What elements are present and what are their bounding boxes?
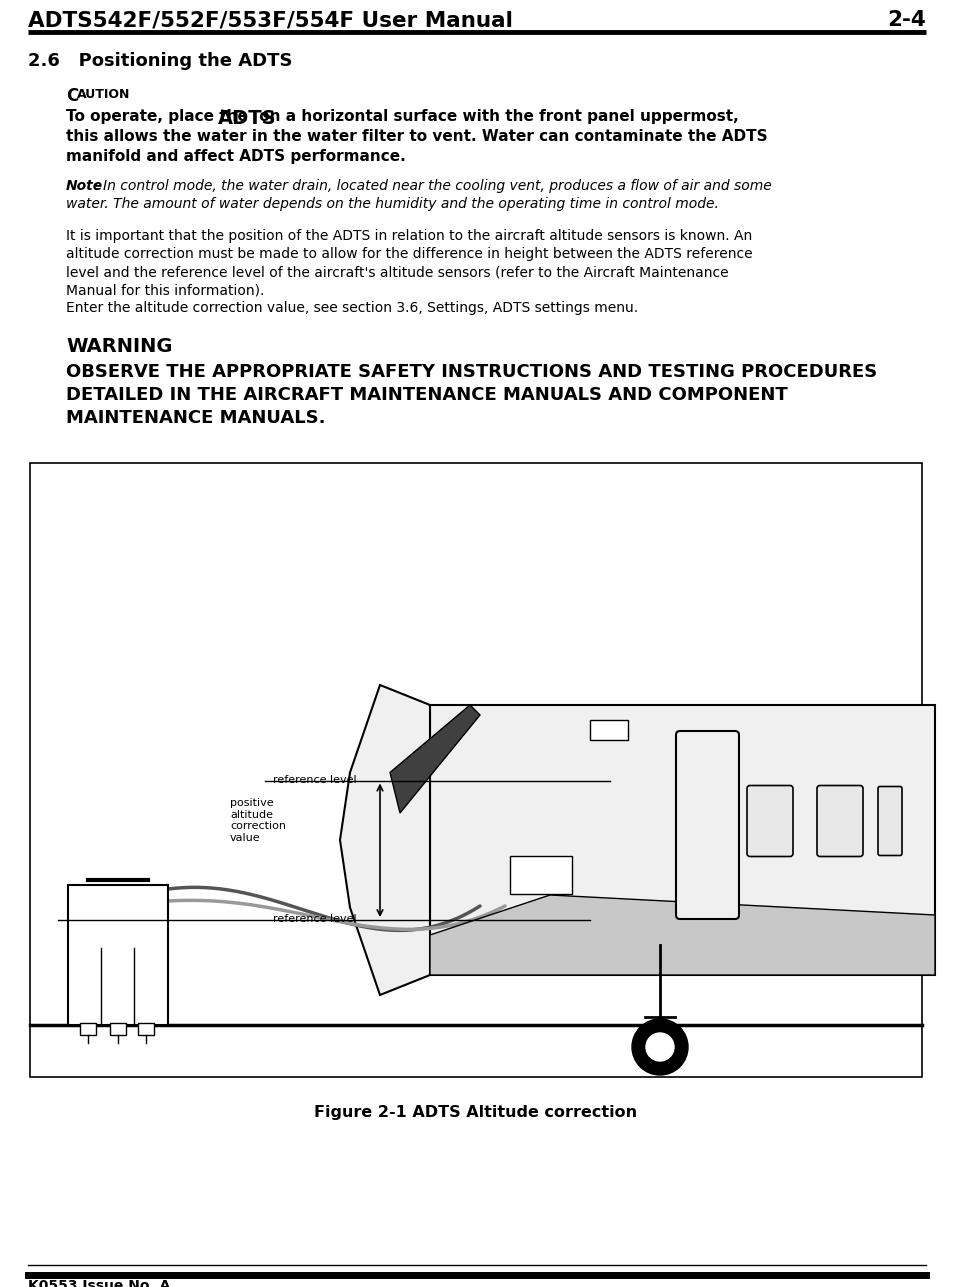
Text: K0553 Issue No. A: K0553 Issue No. A: [28, 1279, 171, 1287]
Text: level and the reference level of the aircraft's altitude sensors (refer to the A: level and the reference level of the air…: [66, 265, 728, 279]
Text: on a horizontal surface with the front panel uppermost,: on a horizontal surface with the front p…: [253, 109, 738, 124]
FancyBboxPatch shape: [746, 785, 792, 857]
Text: inst: inst: [599, 725, 618, 735]
Polygon shape: [430, 705, 934, 976]
Text: positive
altitude
correction
value: positive altitude correction value: [230, 798, 286, 843]
Text: OBSERVE THE APPROPRIATE SAFETY INSTRUCTIONS AND TESTING PROCEDURES: OBSERVE THE APPROPRIATE SAFETY INSTRUCTI…: [66, 363, 877, 381]
Text: 2.6   Positioning the ADTS: 2.6 Positioning the ADTS: [28, 51, 293, 69]
Text: manifold and affect ADTS performance.: manifold and affect ADTS performance.: [66, 149, 405, 163]
Bar: [30, 463, 921, 1077]
FancyBboxPatch shape: [816, 785, 862, 857]
Polygon shape: [390, 705, 479, 813]
Bar: [80, 1023, 96, 1035]
Text: water. The amount of water depends on the humidity and the operating time in con: water. The amount of water depends on th…: [66, 197, 719, 211]
Text: It is important that the position of the ADTS in relation to the aircraft altitu: It is important that the position of the…: [66, 229, 752, 243]
Text: Note: Note: [66, 179, 103, 193]
Bar: [138, 1023, 153, 1035]
Text: reference level: reference level: [273, 914, 356, 924]
Text: MAINTENANCE MANUALS.: MAINTENANCE MANUALS.: [66, 409, 325, 427]
Bar: [110, 1023, 126, 1035]
Text: DETAILED IN THE AIRCRAFT MAINTENANCE MANUALS AND COMPONENT: DETAILED IN THE AIRCRAFT MAINTENANCE MAN…: [66, 386, 787, 404]
Polygon shape: [430, 894, 934, 976]
FancyBboxPatch shape: [877, 786, 901, 856]
Text: C: C: [66, 88, 78, 106]
Text: AIR DATA
COMPUTER: AIR DATA COMPUTER: [519, 864, 561, 883]
Text: altitude correction must be made to allow for the difference in height between t: altitude correction must be made to allo…: [66, 247, 752, 261]
Text: Manual for this information).: Manual for this information).: [66, 283, 264, 297]
Text: reference level: reference level: [273, 775, 356, 785]
Text: Enter the altitude correction value, see section 3.6, Settings, ADTS settings me: Enter the altitude correction value, see…: [66, 301, 638, 315]
Text: To operate, place the: To operate, place the: [66, 109, 253, 124]
Polygon shape: [339, 685, 430, 995]
Text: Figure 2-1 ADTS Altitude correction: Figure 2-1 ADTS Altitude correction: [314, 1106, 637, 1120]
Bar: [510, 856, 572, 894]
Circle shape: [645, 1033, 673, 1060]
Text: : In control mode, the water drain, located near the cooling vent, produces a fl: : In control mode, the water drain, loca…: [94, 179, 771, 193]
Text: 2-4: 2-4: [886, 10, 925, 30]
Text: WARNING: WARNING: [66, 337, 172, 356]
Bar: [68, 885, 168, 1024]
Circle shape: [631, 1019, 687, 1075]
Text: AUTION: AUTION: [77, 88, 131, 100]
Text: ADTS: ADTS: [218, 109, 276, 127]
Text: ADTS542F/552F/553F/554F User Manual: ADTS542F/552F/553F/554F User Manual: [28, 10, 513, 30]
Text: this allows the water in the water filter to vent. Water can contaminate the ADT: this allows the water in the water filte…: [66, 129, 767, 144]
FancyBboxPatch shape: [676, 731, 739, 919]
Bar: [589, 719, 627, 740]
